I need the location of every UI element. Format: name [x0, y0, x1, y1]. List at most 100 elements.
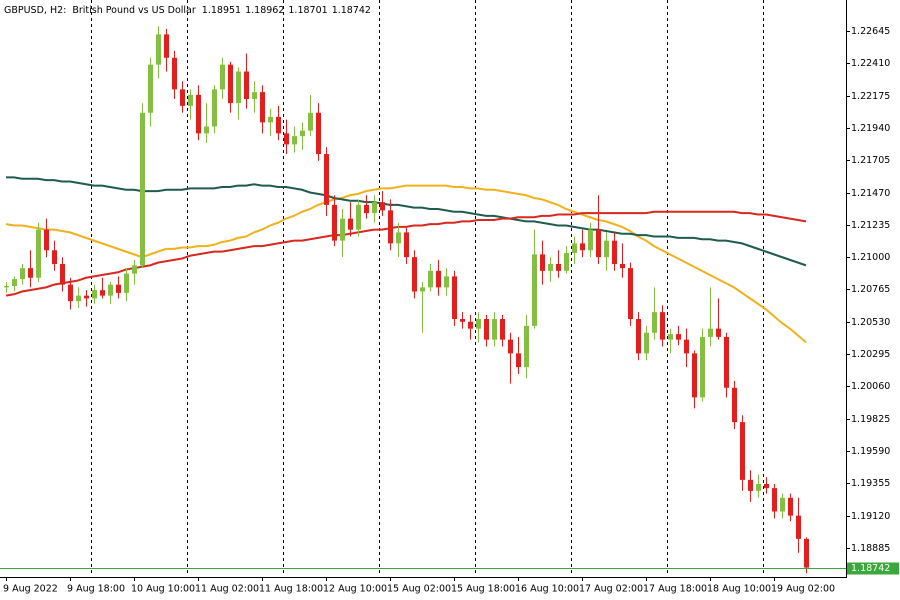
candle-body [180, 89, 185, 106]
candle-body [12, 279, 17, 287]
candle-body [636, 319, 641, 354]
candle-body [724, 336, 729, 388]
candle-body [756, 484, 761, 491]
candle-body [740, 422, 745, 480]
candle-body [580, 243, 585, 251]
candle-body [140, 112, 145, 266]
candle-body [380, 202, 385, 211]
x-tick-label: 16 Aug 10:00 [515, 584, 579, 595]
candle-body [732, 387, 737, 423]
candle-body [556, 264, 561, 271]
candle-body [372, 202, 377, 214]
candle-body [508, 339, 513, 354]
candle-body [76, 295, 81, 302]
y-tick-label: 1.19120 [851, 511, 890, 522]
candle-body [284, 133, 289, 145]
last-open: 1.18951 [202, 5, 241, 16]
candle-body [644, 332, 649, 354]
y-tick-label: 1.20765 [851, 284, 890, 295]
y-tick-label: 1.21940 [851, 123, 890, 134]
bid-label: 1.18742 [851, 563, 890, 574]
candle-body [500, 319, 505, 340]
candle-body [308, 112, 313, 131]
candle-body [332, 204, 337, 241]
candle-body [492, 319, 497, 340]
candle-body [404, 232, 409, 258]
candle-body [276, 116, 281, 134]
candle-body [604, 240, 609, 258]
candle-body [588, 229, 593, 251]
candle-body [412, 257, 417, 292]
x-tick-label: 11 Aug 02:00 [195, 584, 259, 595]
candle-body [268, 116, 273, 123]
y-tick-label: 1.20060 [851, 381, 890, 392]
candle-body [596, 229, 601, 258]
candle-body [788, 497, 793, 516]
candle-body [396, 232, 401, 244]
candle-body [228, 64, 233, 104]
candle-body [132, 265, 137, 274]
candle-body [100, 290, 105, 296]
y-tick-label: 1.22645 [851, 26, 890, 37]
candle-body [36, 229, 41, 278]
candle-body [428, 270, 433, 288]
candle-body [796, 515, 801, 539]
last-close: 1.18742 [332, 5, 371, 16]
candle-body [148, 64, 153, 113]
candle-body [316, 112, 321, 155]
candle-body [364, 204, 369, 214]
candle-body [532, 254, 537, 326]
candle-body [668, 334, 673, 340]
x-tick-label: 12 Aug 10:00 [323, 584, 387, 595]
candle-body [620, 264, 625, 269]
candle-body [68, 284, 73, 302]
candle-body [292, 136, 297, 145]
x-tick-label: 11 Aug 18:00 [259, 584, 323, 595]
candle-body [628, 268, 633, 320]
candle-body [700, 336, 705, 398]
y-tick-label: 1.22410 [851, 58, 890, 69]
x-tick-label: 17 Aug 02:00 [579, 584, 643, 595]
y-tick-label: 1.21000 [851, 252, 890, 263]
candle-body [108, 284, 113, 296]
x-tick-label: 15 Aug 18:00 [451, 584, 515, 595]
candle-body [92, 290, 97, 299]
description: British Pound vs US Dollar [72, 5, 196, 16]
candle-body [196, 94, 201, 134]
candle-body [548, 264, 553, 271]
y-tick-label: 1.21235 [851, 220, 890, 231]
x-tick-label: 10 Aug 10:00 [131, 584, 195, 595]
candle-body [540, 254, 545, 271]
candle-body [172, 57, 177, 90]
candle-body [156, 34, 161, 65]
candle-body [340, 218, 345, 241]
y-tick-label: 1.20295 [851, 349, 890, 360]
y-tick-label: 1.19590 [851, 446, 890, 457]
candle-body [780, 497, 785, 512]
candle-body [484, 319, 489, 340]
candle-body [420, 287, 425, 292]
candle-body [84, 295, 89, 299]
candle-body [764, 484, 769, 489]
candle-body [44, 229, 49, 251]
candle-body [236, 71, 241, 104]
candle-body [116, 284, 121, 293]
candle-body [348, 218, 353, 230]
symbol: GBPUSD, H2: [4, 5, 66, 16]
x-tick-label: 9 Aug 2022 [3, 584, 58, 595]
candle-body [516, 353, 521, 368]
candle-body [324, 154, 329, 205]
y-tick-label: 1.19825 [851, 414, 890, 425]
candle-body [708, 328, 713, 337]
moving-average [5, 184, 807, 344]
last-high: 1.18962 [245, 5, 284, 16]
candle-body [220, 64, 225, 90]
candle-body [356, 204, 361, 230]
candle-body [684, 339, 689, 354]
last-low: 1.18701 [288, 5, 327, 16]
candle-body [260, 92, 265, 123]
candle-body [28, 268, 33, 278]
y-tick-label: 1.19355 [851, 478, 890, 489]
y-tick-label: 1.21705 [851, 155, 890, 166]
candle-body [60, 264, 65, 285]
